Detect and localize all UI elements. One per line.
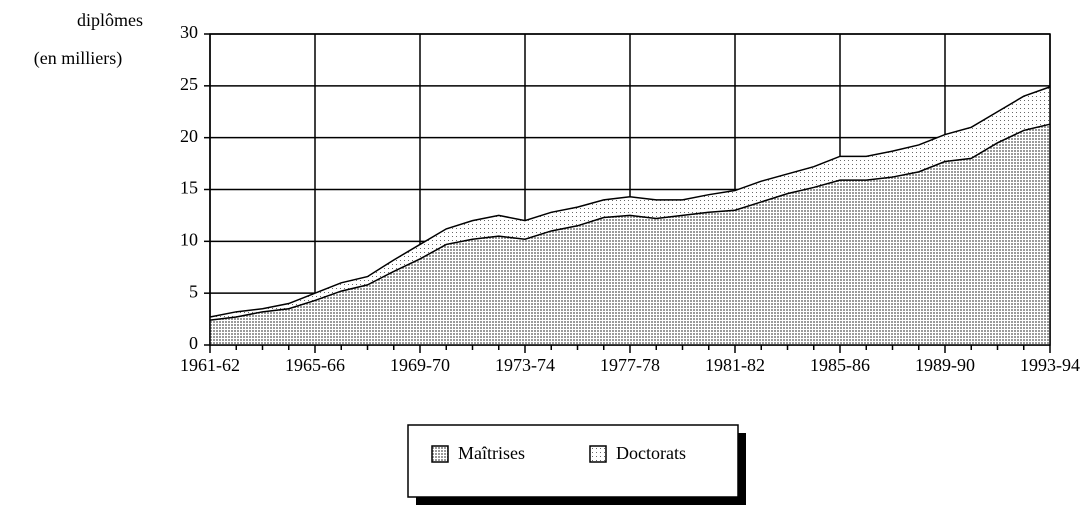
x-tick-label: 1989-90 <box>915 355 975 375</box>
x-tick-label: 1973-74 <box>495 355 555 375</box>
x-tick-label: 1961-62 <box>180 355 240 375</box>
x-tick-label: 1993-94 <box>1020 355 1080 375</box>
x-tick-label: 1977-78 <box>600 355 660 375</box>
x-tick-label: 1965-66 <box>285 355 345 375</box>
y-tick-label: 15 <box>180 178 198 198</box>
legend-label: Maîtrises <box>458 443 525 463</box>
x-tick-label: 1969-70 <box>390 355 450 375</box>
x-tick-label: 1985-86 <box>810 355 870 375</box>
area <box>210 86 1050 321</box>
y-axis-label: (en milliers) <box>34 48 122 69</box>
y-tick-label: 10 <box>180 229 198 249</box>
legend <box>407 424 739 498</box>
y-tick-label: 25 <box>180 74 198 94</box>
area <box>210 124 1050 345</box>
x-tick-label: 1981-82 <box>705 355 765 375</box>
legend-swatch <box>589 445 607 463</box>
y-tick-label: 20 <box>180 126 198 146</box>
y-axis-label: diplômes <box>77 10 143 30</box>
y-tick-label: 30 <box>180 22 198 42</box>
y-tick-label: 5 <box>189 281 198 301</box>
legend-label: Doctorats <box>616 443 686 463</box>
y-tick-label: 0 <box>189 333 198 353</box>
area-line <box>209 123 1051 321</box>
area-line <box>209 86 1051 318</box>
legend-swatch <box>431 445 449 463</box>
